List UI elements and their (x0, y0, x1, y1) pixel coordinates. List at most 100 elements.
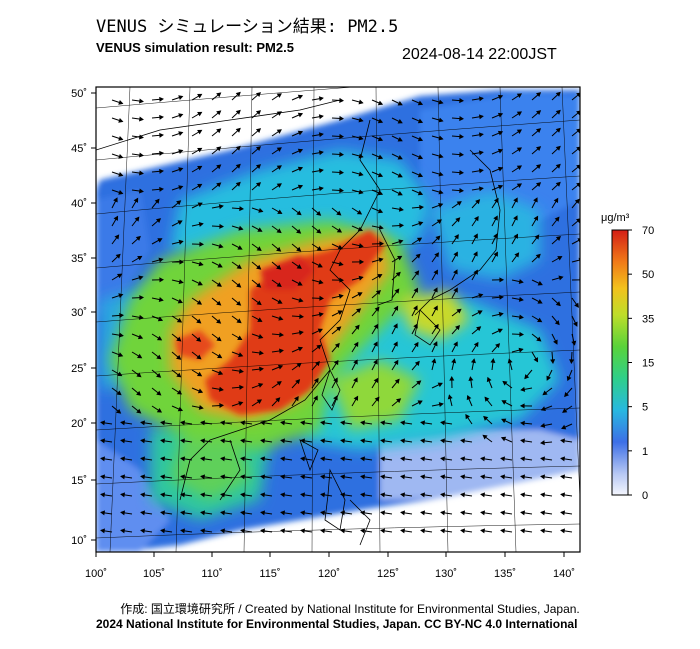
colorbar-tick-label: 0 (642, 490, 648, 502)
wind-arrow-head (468, 376, 474, 382)
wind-arrow-head (197, 93, 203, 99)
lat-tick-label: 50˚ (71, 88, 87, 100)
wind-arrow-head (380, 474, 386, 480)
wind-arrow-head (413, 323, 418, 329)
wind-arrow-head (537, 317, 543, 323)
wind-arrow-head (276, 111, 282, 116)
wind-arrow-head (380, 438, 386, 444)
wind-arrow-head (482, 434, 488, 440)
wind-arrow (571, 239, 580, 245)
wind-arrow-head (318, 96, 324, 102)
wind-arrow-head (178, 113, 184, 119)
wind-arrow-head (497, 166, 504, 172)
wind-arrow-head (280, 492, 286, 498)
lon-tick-label: 125˚ (377, 568, 399, 580)
wind-arrow-head (237, 335, 243, 341)
wind-arrow-head (120, 528, 126, 534)
wind-arrow-head (456, 308, 462, 314)
wind-arrow-head (459, 116, 465, 122)
wind-arrow-head (493, 251, 498, 257)
wind-arrow-head (535, 128, 542, 134)
wind-arrow-head (197, 202, 203, 208)
wind-arrow-head (501, 418, 507, 424)
wind-arrow-head (336, 210, 342, 216)
wind-arrow-head (318, 279, 324, 285)
wind-arrow-head (502, 380, 508, 386)
wind-arrow-head (480, 510, 486, 516)
wind-arrow-head (178, 131, 184, 137)
wind-arrow-head (277, 299, 283, 304)
wind-arrow-head (297, 148, 304, 154)
wind-arrow-head (519, 403, 525, 409)
wind-arrow-head (197, 111, 203, 117)
wind-arrow-head (134, 216, 140, 222)
wind-arrow-head (120, 438, 126, 444)
wind-arrow-head (480, 474, 486, 480)
wind-arrow-head (460, 474, 466, 480)
wind-arrow-head (478, 168, 484, 174)
wind-arrow-head (340, 492, 346, 498)
wind-arrow-head (397, 172, 403, 178)
wind-arrow-head (415, 253, 421, 259)
wind-arrow-head (560, 510, 566, 516)
wind-arrow-head (520, 528, 526, 534)
wind-arrow-head (176, 336, 182, 342)
wind-arrow-head (520, 420, 525, 426)
wind-arrow-head (100, 528, 106, 534)
wind-arrow-head (256, 246, 262, 252)
wind-arrow-head (139, 295, 145, 301)
wind-arrow-head (519, 331, 525, 337)
wind-arrow-head (519, 314, 524, 320)
wind-arrow-head (236, 318, 242, 324)
wind-arrow-head (119, 312, 125, 318)
wind-arrow-head (374, 396, 380, 402)
lon-tick-label: 120˚ (318, 568, 340, 580)
wind-arrow-head (177, 406, 184, 412)
wind-arrow-head (275, 397, 281, 403)
wind-arrow-head (571, 340, 577, 346)
wind-arrow-head (280, 420, 286, 426)
wind-arrow-head (449, 375, 455, 381)
wind-arrow-head (520, 510, 526, 516)
wind-arrow-head (179, 259, 185, 265)
lat-tick-label: 40˚ (71, 198, 87, 210)
wind-arrow-head (255, 182, 262, 188)
wind-arrow-head (438, 117, 444, 123)
wind-arrow-head (400, 456, 406, 462)
wind-arrow-head (315, 360, 320, 367)
wind-arrow-head (258, 207, 264, 213)
wind-arrow-head (378, 257, 384, 263)
wind-arrow-head (393, 323, 398, 329)
wind-arrow-head (216, 336, 222, 342)
wind-arrow-head (259, 366, 264, 372)
wind-arrow-head (513, 215, 518, 221)
wind-arrow-head (377, 190, 384, 196)
wind-arrow-head (256, 282, 262, 288)
wind-arrow-head (520, 456, 526, 462)
wind-arrow-head (440, 510, 446, 516)
wind-arrow-head (159, 96, 164, 102)
wind-arrow-head (137, 255, 143, 261)
colorbar: μg/m³ 70 50 35 15 5 1 0 (601, 212, 654, 502)
wind-arrow-head (400, 528, 406, 534)
wind-arrow-head (394, 288, 400, 294)
lat-tick-label: 45˚ (71, 143, 87, 155)
wind-arrow-head (486, 376, 492, 383)
wind-arrow-head (200, 474, 206, 480)
wind-arrow-head (218, 243, 224, 249)
wind-arrow-head (239, 206, 245, 212)
wind-arrow-head (553, 339, 558, 345)
wind-arrow-head (336, 326, 342, 332)
wind-arrow-head (297, 346, 304, 352)
wind-arrow-head (320, 438, 326, 444)
wind-arrow-head (216, 164, 222, 170)
wind-arrow-head (313, 395, 318, 401)
wind-arrow-head (377, 136, 384, 142)
wind-arrow-head (139, 98, 144, 104)
wind-arrow-head (478, 150, 484, 156)
wind-arrow-head (240, 510, 246, 516)
wind-arrow-head (435, 235, 441, 241)
wind-arrow-head (255, 92, 262, 98)
wind-arrow-head (353, 395, 359, 401)
wind-arrow-head (377, 154, 384, 160)
